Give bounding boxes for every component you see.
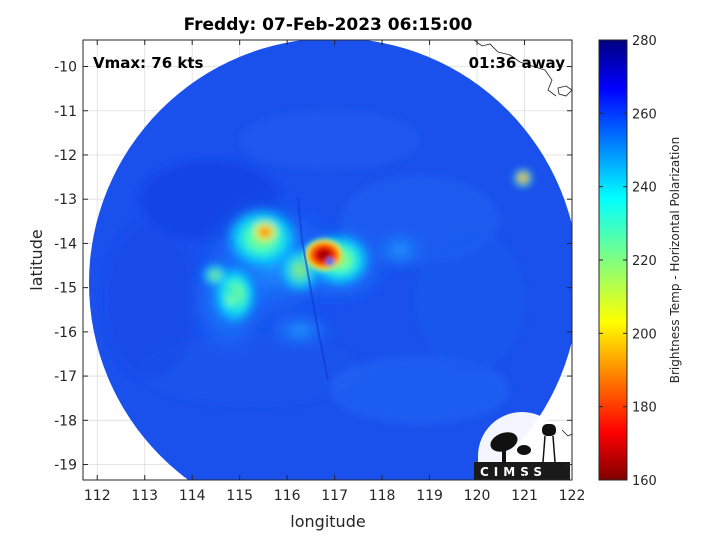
x-tick-label: 121: [511, 488, 538, 504]
band-texture: [415, 230, 525, 370]
coastline-south: [561, 429, 572, 437]
x-tick-label: 120: [464, 488, 491, 504]
colorbar-ticks: 160 180 200 220 240 260 280: [599, 34, 657, 489]
y-tick-label: -16: [54, 325, 77, 341]
eye: [325, 257, 335, 267]
colorbar: 160 180 200 220 240 260 280 Brightness Temp - …: [598, 34, 682, 489]
water-tower-leg: [552, 435, 556, 463]
plot-area: CIMSS 112 113 114 115 116 117 118 119 120 121 122 -…: [54, 39, 585, 504]
band-texture: [240, 110, 420, 170]
band-texture: [330, 355, 510, 425]
y-tick-label: -15: [54, 281, 77, 297]
colorbar-tick-label: 160: [632, 474, 657, 489]
y-tick-label: -19: [54, 458, 77, 474]
x-tick-label: 119: [416, 488, 443, 504]
y-tick-label: -18: [54, 413, 77, 429]
cimss-logo: CIMSS: [474, 412, 570, 480]
x-tick-label: 114: [179, 488, 206, 504]
microwave-swath: [89, 40, 572, 480]
chart-title: Freddy: 07-Feb-2023 06:15:00: [184, 15, 473, 35]
convective-cell: [513, 168, 533, 188]
satellite-dish-small-icon: [517, 445, 531, 455]
y-tick-label: -11: [54, 104, 77, 120]
rainband-glow: [370, 225, 430, 275]
colorbar-tick-label: 180: [632, 401, 657, 416]
plot-frame: [82, 39, 573, 481]
y-tick-label: -12: [54, 148, 77, 164]
x-tick-label: 116: [274, 488, 301, 504]
rainband-southwest-core: [222, 286, 240, 314]
x-tick-label: 122: [559, 488, 586, 504]
colorbar-tick-label: 200: [632, 327, 657, 342]
band-texture: [140, 335, 360, 405]
dish-mount-icon: [502, 448, 506, 462]
water-tower-leg: [542, 435, 546, 463]
axis-ticks: 112 113 114 115 116 117 118 119 120 121 122 -10 -11 -…: [54, 40, 585, 504]
logo-bar: [474, 462, 570, 480]
y-tick-label: -10: [54, 60, 77, 76]
colorbar-tick-label: 280: [632, 34, 657, 49]
rainband-glow: [260, 308, 340, 352]
swath-seam: [297, 197, 329, 381]
colorbar-tick-label: 240: [632, 181, 657, 196]
x-tick-label: 113: [131, 488, 158, 504]
y-axis-label: latitude: [27, 229, 46, 290]
y-tick-label: -17: [54, 369, 77, 385]
rainband-west-core: [249, 218, 281, 246]
colorbar-gradient: [599, 40, 627, 480]
logo-text: CIMSS: [480, 465, 547, 479]
rainband-cyan: [201, 263, 229, 287]
heatmap-layer: CIMSS: [89, 40, 572, 480]
band-texture: [105, 220, 195, 380]
x-tick-label: 117: [321, 488, 348, 504]
satellite-dish-icon: [490, 432, 518, 452]
x-tick-label: 115: [226, 488, 253, 504]
eyewall: [302, 237, 346, 273]
vmax-annotation: Vmax: 76 kts: [93, 54, 203, 72]
time-away-annotation: 01:36 away: [469, 54, 566, 72]
water-tower-icon: [542, 424, 556, 436]
colorbar-tick-label: 260: [632, 107, 657, 122]
x-tick-label: 118: [369, 488, 396, 504]
colorbar-label: Brightness Temp - Horizontal Polarizatio…: [668, 137, 682, 384]
coastline: [473, 40, 557, 97]
x-axis-label: longitude: [290, 512, 365, 531]
x-tick-label: 112: [84, 488, 111, 504]
colorbar-tick-label: 220: [632, 254, 657, 269]
coastline-island: [557, 85, 572, 97]
y-tick-label: -13: [54, 192, 77, 208]
y-tick-label: -14: [54, 236, 77, 252]
